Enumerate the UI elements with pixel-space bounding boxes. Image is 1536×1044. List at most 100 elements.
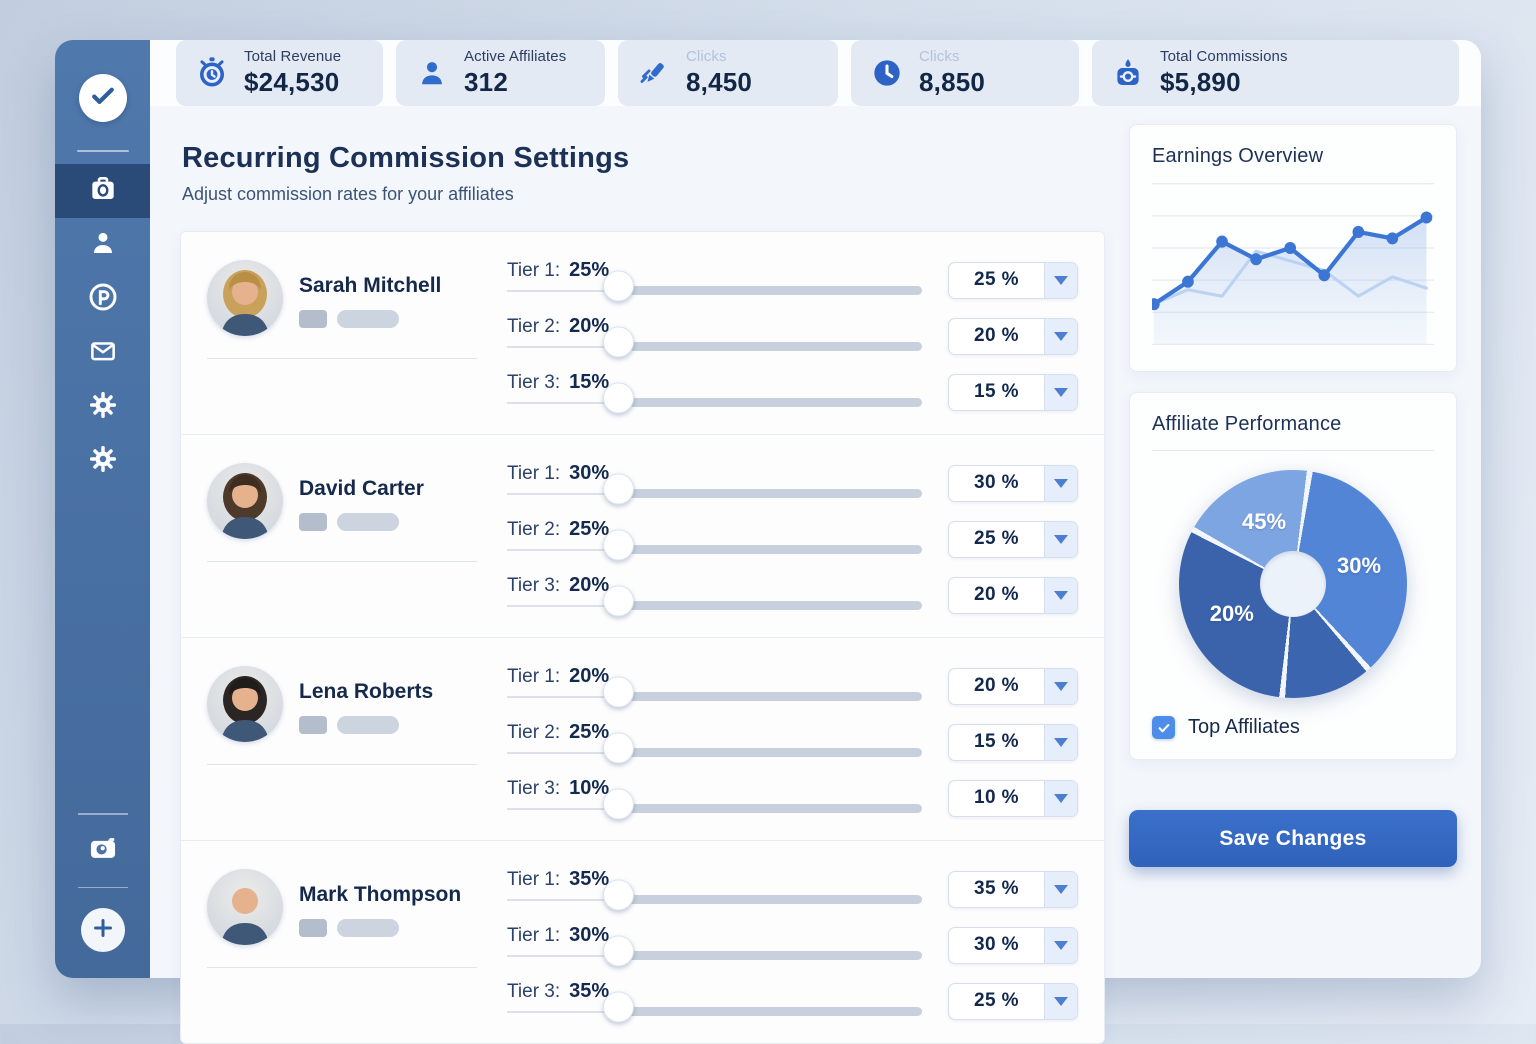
rate-select-arrow[interactable] — [1044, 927, 1077, 963]
slider-track[interactable] — [603, 382, 922, 414]
rate-select-value: 15 % — [974, 381, 1019, 402]
rate-select[interactable]: 35 % — [948, 870, 1078, 908]
tier-label: Tier 1: 35% — [507, 868, 610, 890]
slider-lead-line — [507, 345, 619, 348]
slider-handle[interactable] — [603, 326, 634, 358]
divider — [207, 561, 477, 562]
tier-slider[interactable] — [507, 529, 922, 561]
tier-slider[interactable] — [507, 935, 922, 967]
rate-select-arrow[interactable] — [1044, 871, 1077, 907]
sidebar-item-affiliates[interactable] — [55, 218, 150, 272]
rate-select[interactable]: 15 % — [948, 723, 1078, 761]
tier-slider[interactable] — [507, 991, 922, 1023]
rate-select[interactable]: 30 % — [948, 926, 1078, 964]
rate-select-arrow[interactable] — [1044, 983, 1077, 1019]
stopwatch-icon — [194, 55, 230, 91]
tier-slider[interactable] — [507, 473, 922, 505]
slider-track[interactable] — [603, 585, 922, 617]
slider-track[interactable] — [603, 879, 922, 911]
stats-bar: Total Revenue $24,530 Active Affiliates … — [150, 40, 1481, 106]
rate-select[interactable]: 20 % — [948, 576, 1078, 614]
rate-select[interactable]: 15 % — [948, 373, 1078, 411]
slider-track[interactable] — [603, 788, 922, 820]
affiliate-info: David Carter — [207, 457, 507, 621]
tier-slider[interactable] — [507, 732, 922, 764]
slider-handle[interactable] — [603, 788, 634, 820]
performance-panel: Affiliate Performance 30% 20% 45% Top Affi… — [1129, 392, 1457, 760]
tier-slider[interactable] — [507, 382, 922, 414]
sidebar-item-preferences[interactable] — [55, 434, 150, 488]
rate-select-arrow[interactable] — [1044, 262, 1077, 298]
mail-icon — [88, 336, 118, 371]
add-button[interactable] — [80, 908, 125, 952]
tier-slider[interactable] — [507, 326, 922, 358]
rate-select-arrow[interactable] — [1044, 724, 1077, 760]
slider-handle[interactable] — [603, 935, 634, 967]
plus-icon — [91, 916, 115, 945]
tier-slider[interactable] — [507, 676, 922, 708]
slider-track[interactable] — [603, 326, 922, 358]
rate-select-arrow[interactable] — [1044, 577, 1077, 613]
rate-select[interactable]: 30 % — [948, 464, 1078, 502]
stat-value: 8,450 — [686, 67, 753, 97]
rate-select-arrow[interactable] — [1044, 668, 1077, 704]
slider-track[interactable] — [603, 676, 922, 708]
slider-handle[interactable] — [603, 585, 634, 617]
slider-lead-line — [507, 807, 619, 810]
rate-select-arrow[interactable] — [1044, 374, 1077, 410]
slider-track[interactable] — [603, 270, 922, 302]
save-changes-button[interactable]: Save Changes — [1129, 810, 1457, 867]
slider-handle[interactable] — [603, 529, 634, 561]
slider-handle[interactable] — [603, 879, 634, 911]
slider-handle[interactable] — [603, 676, 634, 708]
rate-select-arrow[interactable] — [1044, 465, 1077, 501]
rate-select[interactable]: 25 % — [948, 520, 1078, 558]
top-affiliates-checkbox[interactable] — [1152, 716, 1175, 739]
page-subtitle: Adjust commission rates for your affilia… — [182, 184, 514, 204]
divider — [207, 967, 477, 968]
rate-select[interactable]: 25 % — [948, 982, 1078, 1020]
tier-row: Tier 2: 25% 15 % — [507, 716, 1078, 768]
rate-select-arrow[interactable] — [1044, 780, 1077, 816]
rate-select[interactable]: 25 % — [948, 261, 1078, 299]
slider-track[interactable] — [603, 529, 922, 561]
stat-label: Clicks — [686, 48, 727, 65]
rate-select-value: 30 % — [974, 472, 1019, 493]
rate-select-arrow[interactable] — [1044, 318, 1077, 354]
chevron-down-icon — [1054, 737, 1068, 747]
tier-slider[interactable] — [507, 585, 922, 617]
sidebar-item-programs[interactable] — [55, 272, 150, 326]
tier-label: Tier 1: 30% — [507, 462, 610, 484]
affiliate-list: Sarah Mitchell — [180, 231, 1105, 1044]
rate-select-value: 15 % — [974, 731, 1019, 752]
affiliate-row: Mark Thompson — [181, 841, 1104, 1043]
slider-handle[interactable] — [603, 270, 634, 302]
tier-row: Tier 2: 20% 20 % — [507, 310, 1078, 362]
slider-handle[interactable] — [603, 732, 634, 764]
sidebar-item-media[interactable] — [55, 827, 150, 875]
sidebar-item-settings[interactable] — [55, 380, 150, 434]
slider-track[interactable] — [603, 473, 922, 505]
rate-select-arrow[interactable] — [1044, 521, 1077, 557]
slider-track[interactable] — [603, 732, 922, 764]
tier-slider[interactable] — [507, 788, 922, 820]
rate-select[interactable]: 20 % — [948, 667, 1078, 705]
tier-slider[interactable] — [507, 879, 922, 911]
slider-track[interactable] — [603, 991, 922, 1023]
sidebar-item-messages[interactable] — [55, 326, 150, 380]
tier-slider[interactable] — [507, 270, 922, 302]
slider-lead-line — [507, 751, 619, 754]
tier-label: Tier 2: 20% — [507, 315, 610, 337]
sidebar-item-commissions[interactable] — [55, 164, 150, 218]
rate-select[interactable]: 10 % — [948, 779, 1078, 817]
tier-label: Tier 1: 20% — [507, 665, 610, 687]
slider-handle[interactable] — [603, 382, 634, 414]
tier-row: Tier 1: 30% 30 % — [507, 919, 1078, 971]
stat-card-commissions: Total Commissions $5,890 — [1092, 40, 1459, 106]
stat-value: $5,890 — [1160, 67, 1241, 97]
page-title: Recurring Commission Settings — [182, 142, 630, 174]
slider-handle[interactable] — [603, 473, 634, 505]
slider-track[interactable] — [603, 935, 922, 967]
rate-select[interactable]: 20 % — [948, 317, 1078, 355]
slider-handle[interactable] — [603, 991, 634, 1023]
